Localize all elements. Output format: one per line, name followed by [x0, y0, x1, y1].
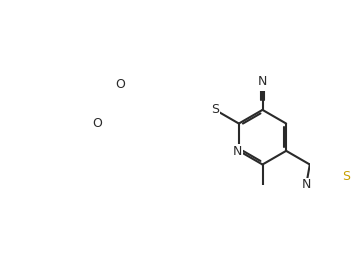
Text: O: O	[92, 117, 102, 130]
Text: N: N	[232, 145, 242, 158]
Text: N: N	[302, 178, 311, 191]
Text: O: O	[116, 78, 126, 91]
Text: S: S	[342, 170, 350, 183]
Text: N: N	[258, 75, 267, 88]
Text: S: S	[211, 103, 219, 116]
